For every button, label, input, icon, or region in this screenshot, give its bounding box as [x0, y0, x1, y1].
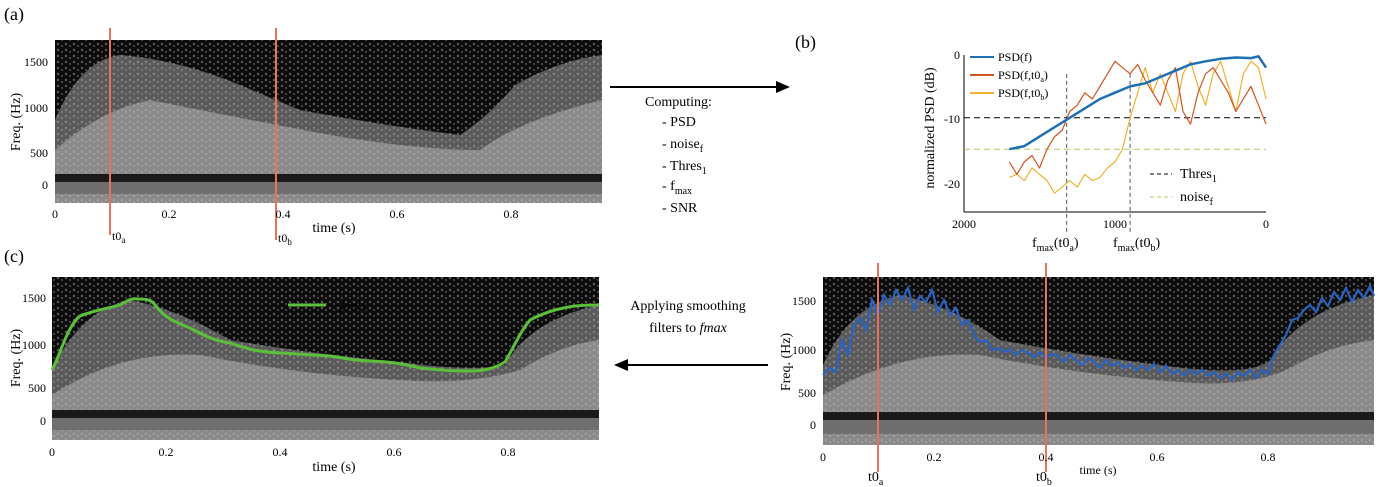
- xtick-a-0: 0: [52, 207, 58, 221]
- xtick-d-0.6: 0.6: [1150, 450, 1165, 464]
- panel-label-a: (a): [4, 4, 24, 25]
- xlabel-c: time (s): [312, 460, 355, 475]
- ylabel-d: Freq. (Hz): [779, 333, 794, 392]
- psd-legend: PSD(f) PSD(f,t0a) PSD(f,t0b): [970, 50, 1048, 102]
- t0b-label: t0b: [278, 231, 292, 247]
- psd-xtick-0: 0: [1263, 217, 1269, 231]
- legend-label-psd: PSD(f): [998, 50, 1032, 64]
- xtick-d-0: 0: [820, 450, 826, 464]
- psd-ytick-0: 0: [954, 48, 960, 62]
- xtick-c-0.2: 0.2: [159, 445, 174, 459]
- xtick-c-0: 0: [49, 445, 55, 459]
- computing-title: Computing:: [645, 95, 712, 110]
- xtick-a-0.2: 0.2: [162, 207, 177, 221]
- psd-xtick-1000: 1000: [1103, 217, 1127, 231]
- panel-label-c: (c): [4, 246, 24, 267]
- ytick-d-1000: 1000: [792, 343, 816, 357]
- computing-item-fmax: - fmax: [662, 179, 692, 197]
- fmax-t0b-label: fmax(t0b): [1113, 236, 1160, 254]
- computing-item-thres: - Thres1: [662, 159, 707, 177]
- ytick-c-0: 0: [40, 414, 46, 428]
- panel-label-b: (b): [795, 32, 816, 53]
- ytick-a-0: 0: [42, 178, 48, 192]
- legend-label-psd-t0a: PSD(f,t0a): [998, 68, 1048, 84]
- xtick-c-0.8: 0.8: [501, 445, 516, 459]
- spectrogram-raw-fmax: 1500 1000 500 0 0 0.2 0.4 0.6 0.8 time (…: [779, 263, 1376, 487]
- psd-chart: 0 -10 -20 2000 1000 0 normalized PSD (dB…: [923, 48, 1269, 254]
- fmax-smoothed-curve: [50, 297, 600, 373]
- computing-item-psd: - PSD: [662, 115, 696, 130]
- ytick-d-0: 0: [810, 418, 816, 432]
- ylabel-a: Freq. (Hz): [9, 93, 24, 152]
- xtick-a-0.6: 0.6: [390, 207, 405, 221]
- psd-ytick-minus20: -20: [944, 177, 960, 191]
- legend-label-thres: Thres1: [1180, 167, 1217, 185]
- fmax-raw-curve: [822, 283, 1376, 382]
- arrow-left: Applying smoothing filters to fmax: [614, 299, 768, 371]
- ytick-c-1500: 1500: [22, 291, 46, 305]
- series-psd-line: [1009, 55, 1268, 151]
- t0a-label: t0a: [112, 229, 125, 245]
- ytick-a-500: 500: [30, 146, 48, 160]
- psd-ytick-minus10: -10: [944, 112, 960, 126]
- xtick-d-0.8: 0.8: [1261, 450, 1276, 464]
- legend-label-psd-t0b: PSD(f,t0b): [998, 86, 1048, 102]
- ytick-c-1000: 1000: [22, 338, 46, 352]
- fmax-legend-label: fmax: [340, 299, 368, 314]
- xtick-d-0.2: 0.2: [927, 450, 942, 464]
- ylabel-c: Freq. (Hz): [9, 329, 24, 388]
- xlabel-a: time (s): [312, 221, 355, 236]
- xtick-a-0.8: 0.8: [504, 207, 519, 221]
- t0a-label-d: t0a: [868, 470, 884, 487]
- ytick-a-1000: 1000: [24, 101, 48, 115]
- computing-item-snr: - SNR: [662, 201, 698, 216]
- smoothing-line2: filters to fmax: [649, 321, 728, 336]
- xtick-d-0.4: 0.4: [1039, 450, 1054, 464]
- xtick-c-0.4: 0.4: [273, 445, 288, 459]
- t0b-label-d: t0b: [1036, 470, 1052, 487]
- smoothing-line1: Applying smoothing: [630, 299, 746, 314]
- psd-xtick-2000: 2000: [952, 217, 976, 231]
- psd-ylabel: normalized PSD (dB): [923, 67, 938, 189]
- ytick-a-1500: 1500: [24, 55, 48, 69]
- xlabel-d: time (s): [1080, 463, 1117, 477]
- series-psd-t0a-line: [1008, 60, 1267, 175]
- xtick-c-0.6: 0.6: [387, 445, 402, 459]
- ytick-d-500: 500: [798, 386, 816, 400]
- spectrogram-c: fmax 1500 1000 500 0 0 0.2 0.4 0.6 0.8 t…: [9, 277, 600, 475]
- ytick-c-500: 500: [28, 381, 46, 395]
- fmax-t0a-label: fmax(t0a): [1032, 236, 1079, 254]
- legend-label-noise: noisef: [1180, 190, 1214, 208]
- series-psd-t0b-line: [1009, 60, 1267, 194]
- psd-series-layer: [964, 55, 1268, 232]
- psd-legend-lower: Thres1 noisef: [1150, 167, 1217, 208]
- ytick-d-1500: 1500: [792, 294, 816, 308]
- xtick-a-0.4: 0.4: [276, 207, 291, 221]
- spectrogram-a: 1500 1000 500 0 0 0.2 0.4 0.6 0.8 time (…: [9, 28, 602, 247]
- computing-item-noise: - noisef: [662, 137, 704, 155]
- computing-list: Computing: - PSD - noisef - Thres1 - fma…: [645, 95, 712, 216]
- arrow-right: [610, 81, 790, 93]
